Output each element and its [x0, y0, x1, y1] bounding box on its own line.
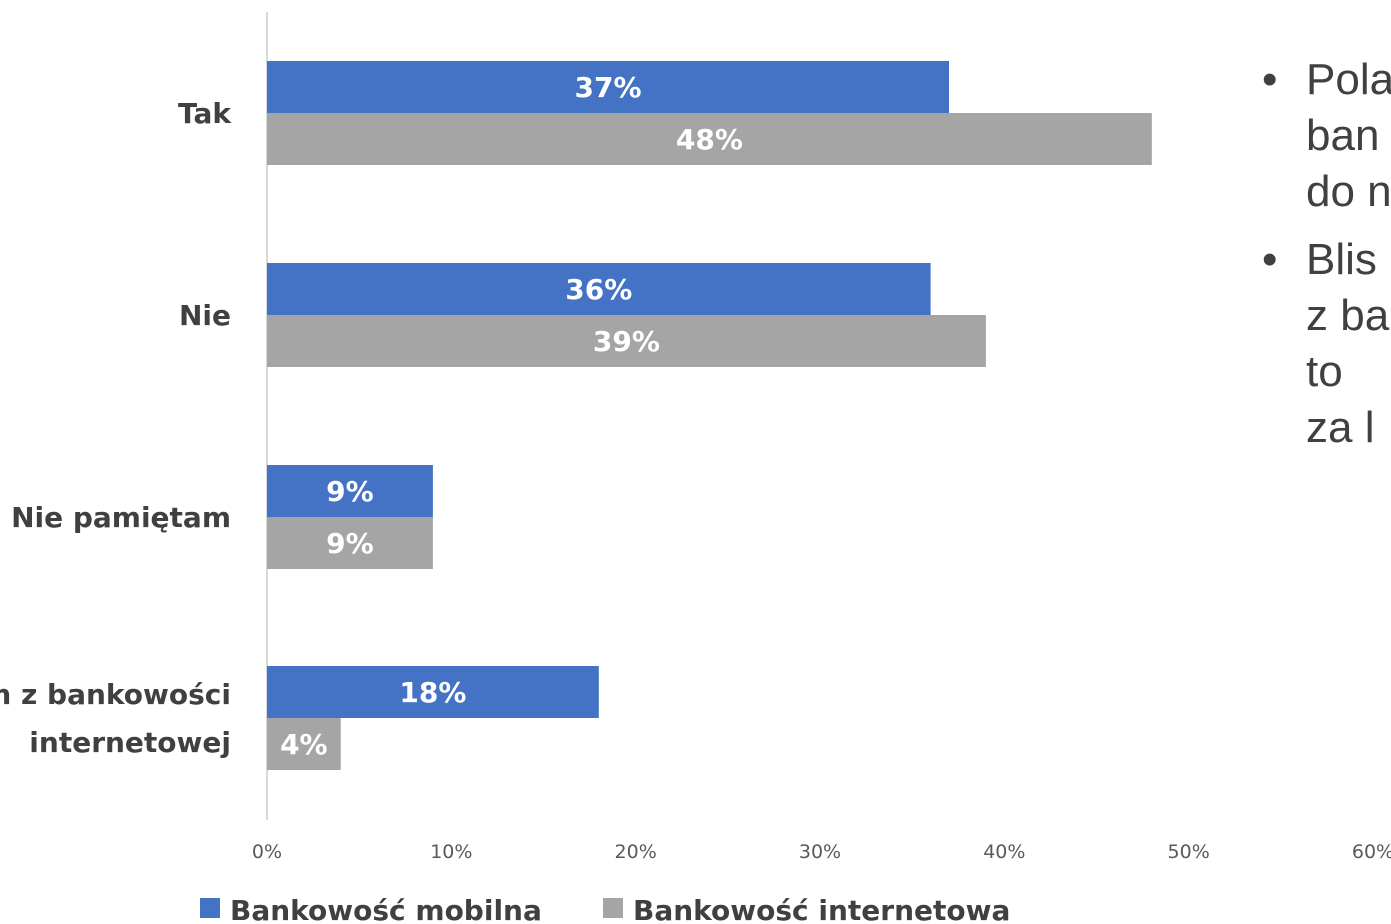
bar-internet-2 — [267, 517, 433, 569]
bar-mobile-0 — [267, 61, 950, 113]
bullet-text-line: to — [1306, 347, 1343, 396]
bullet-text-line: Pola — [1306, 55, 1391, 104]
bullet-dot-icon: • — [1262, 235, 1278, 284]
x-tick-label-4: 40% — [983, 841, 1025, 863]
bar-internet-0 — [267, 113, 1152, 165]
bullet-list: • Pola ban do n • Blis z ba to za l — [1262, 52, 1391, 612]
bullet-text-line: z ba — [1306, 291, 1390, 340]
data-label-mobile-3: 18% — [399, 676, 466, 709]
bar-internet-1 — [267, 315, 986, 367]
bullet-text-line: ban — [1306, 111, 1380, 160]
data-label-mobile-0: 37% — [575, 71, 642, 104]
bar-mobile-3 — [267, 666, 599, 718]
data-label-mobile-2: 9% — [326, 475, 374, 508]
data-label-internet-3: 4% — [280, 728, 328, 761]
x-tick-label-5: 50% — [1168, 841, 1210, 863]
data-label-mobile-1: 36% — [565, 273, 632, 306]
category-label-0: Tak — [178, 97, 232, 130]
data-label-internet-2: 9% — [326, 527, 374, 560]
legend-swatch-internet — [603, 898, 623, 918]
x-tick-label-3: 30% — [799, 841, 841, 863]
bar-mobile-2 — [267, 465, 433, 517]
x-tick-label-6: 60% — [1352, 841, 1391, 863]
bar-internet-3 — [267, 718, 341, 770]
x-tick-label-2: 20% — [615, 841, 657, 863]
x-tick-label-0: 0% — [252, 841, 282, 863]
x-tick-label-1: 10% — [430, 841, 472, 863]
bullet-dot-icon: • — [1262, 55, 1278, 104]
data-label-internet-1: 39% — [593, 325, 660, 358]
category-label-1: Nie — [179, 299, 231, 332]
category-label-2: Nie pamiętam — [11, 501, 231, 534]
bullet-item-0: • Pola ban do n — [1262, 52, 1391, 220]
legend-label-internet: Bankowość internetowa — [633, 894, 1010, 924]
bar-mobile-1 — [267, 263, 931, 315]
legend-swatch-mobile — [200, 898, 220, 918]
legend-label-mobile: Bankowość mobilna — [230, 894, 542, 924]
data-label-internet-0: 48% — [676, 123, 743, 156]
bullet-text-line: Blis — [1306, 235, 1377, 284]
bullet-item-1: • Blis z ba to za l — [1262, 232, 1391, 456]
bullet-text-line: za l — [1306, 403, 1375, 452]
bullet-text-line: do n — [1306, 167, 1391, 216]
